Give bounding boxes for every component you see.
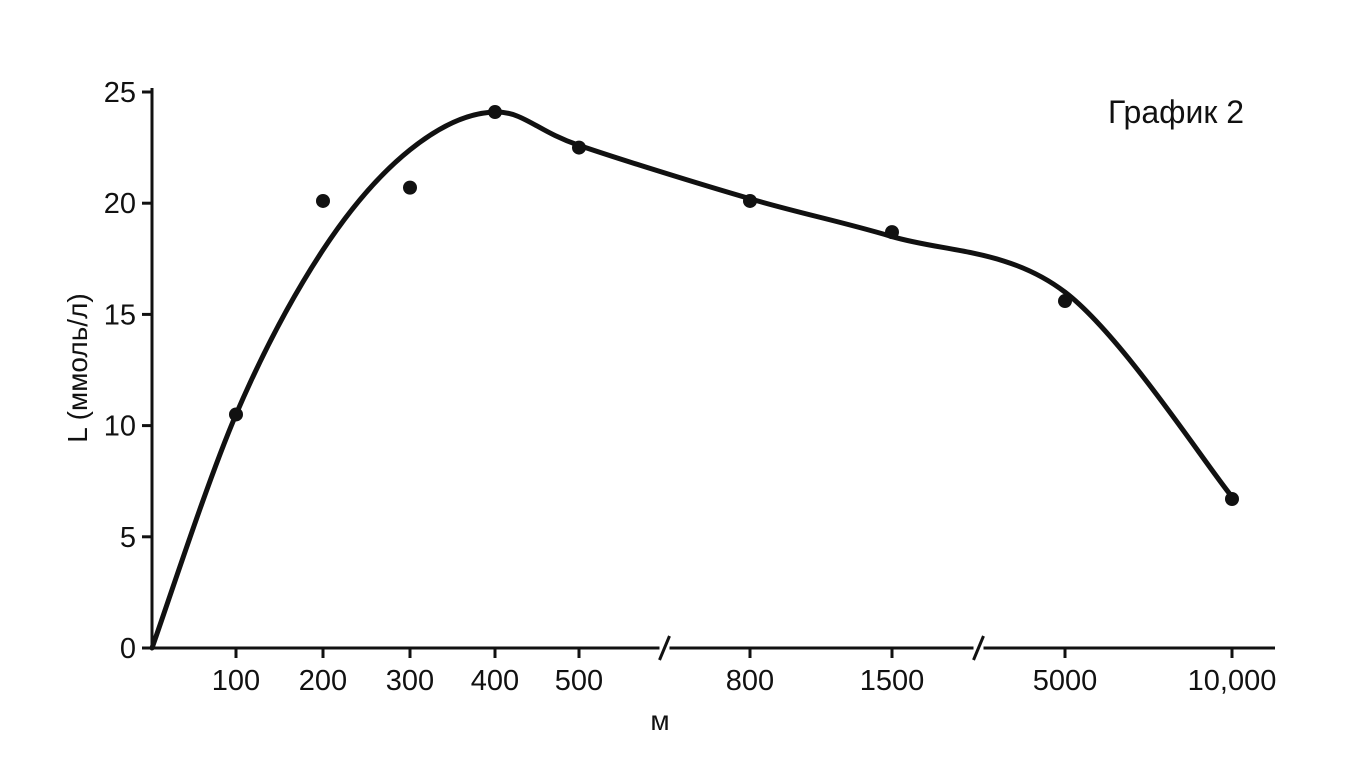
data-point	[488, 105, 502, 120]
x-ticks: 100 200 300 400 500 800 1500 5000 10,000	[212, 648, 1277, 697]
x-tick-label: 300	[386, 665, 434, 697]
data-point	[572, 140, 586, 155]
y-axis-title: L (ммоль/л)	[62, 293, 93, 442]
data-point	[743, 193, 757, 208]
y-tick-label: 20	[104, 188, 136, 220]
y-tick-label: 5	[120, 522, 136, 554]
x-tick-label: 5000	[1033, 665, 1098, 697]
data-point	[403, 180, 417, 195]
data-point	[885, 225, 899, 240]
data-point	[316, 193, 330, 208]
data-point	[1058, 294, 1072, 309]
data-points	[229, 105, 1239, 506]
x-tick-label: 500	[555, 665, 603, 697]
x-axis-title: м	[650, 705, 669, 736]
x-tick-label: 1500	[860, 665, 925, 697]
x-tick-label: 400	[471, 665, 519, 697]
y-tick-label: 15	[104, 299, 136, 331]
y-axis: 0 5 10 15 20 25	[104, 77, 154, 665]
y-tick-label: 0	[120, 633, 136, 665]
x-axis: 100 200 300 400 500 800 1500 5000 10,000	[152, 635, 1277, 697]
x-tick-label: 200	[299, 665, 347, 697]
x-tick-label: 800	[726, 665, 774, 697]
fit-curve	[149, 109, 1235, 651]
data-point	[229, 407, 243, 422]
y-ticks: 0 5 10 15 20 25	[104, 77, 152, 665]
x-tick-label: 10,000	[1188, 665, 1277, 697]
y-tick-label: 25	[104, 77, 136, 109]
x-axis-line	[152, 635, 1275, 661]
y-tick-label: 10	[104, 411, 136, 443]
x-tick-label: 100	[212, 665, 260, 697]
data-point	[1225, 491, 1239, 506]
chart-title: График 2	[1108, 94, 1244, 130]
